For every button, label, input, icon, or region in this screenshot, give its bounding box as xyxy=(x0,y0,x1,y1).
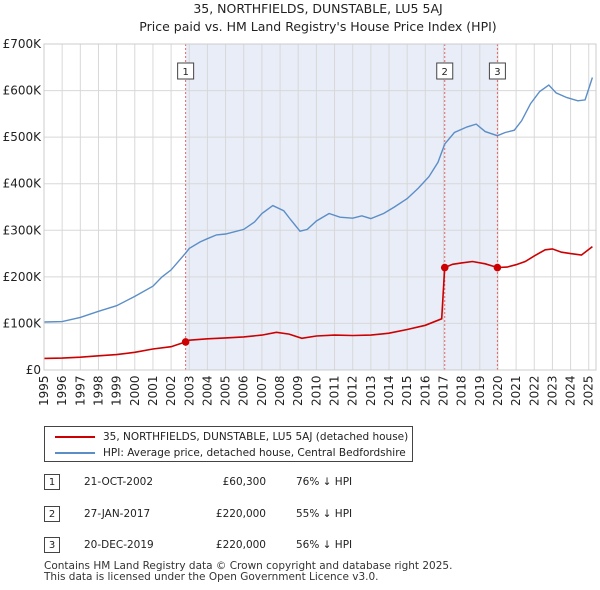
y-tick-label: £500K xyxy=(3,130,43,144)
x-tick-label: 2003 xyxy=(182,375,196,406)
sale-marker-label: 2 xyxy=(442,67,448,78)
chart-subtitle: Price paid vs. HM Land Registry's House … xyxy=(139,19,496,34)
legend-label-price: 35, NORTHFIELDS, DUNSTABLE, LU5 5AJ (det… xyxy=(103,431,409,443)
x-tick-label: 2022 xyxy=(527,375,541,406)
sale-marker-box xyxy=(177,62,195,80)
x-tick-label: 1997 xyxy=(73,375,87,406)
legend-line-hpi xyxy=(55,452,95,454)
x-tick-label: 1999 xyxy=(110,375,124,406)
y-tick-label: £400K xyxy=(3,177,43,191)
x-tick-label: 2001 xyxy=(146,375,160,406)
x-tick-label: 2005 xyxy=(219,375,233,406)
legend: 35, NORTHFIELDS, DUNSTABLE, LU5 5AJ (det… xyxy=(44,426,413,462)
x-tick-label: 1998 xyxy=(91,375,105,406)
x-tick-label: 2021 xyxy=(509,375,523,406)
x-tick-label: 2013 xyxy=(364,375,378,406)
sale-marker-label: 3 xyxy=(494,67,500,78)
x-tick-label: 2025 xyxy=(582,375,596,406)
x-tick-label: 2020 xyxy=(491,375,505,406)
legend-label-hpi: HPI: Average price, detached house, Cent… xyxy=(103,447,406,459)
legend-item-hpi: HPI: Average price, detached house, Cent… xyxy=(45,445,406,461)
legend-line-price xyxy=(55,436,95,438)
sale-date: 27-JAN-2017 xyxy=(84,508,151,520)
sale-point xyxy=(493,263,502,272)
sale-marker-box xyxy=(488,62,506,80)
x-tick-label: 2017 xyxy=(436,375,450,406)
y-tick-label: £300K xyxy=(3,223,43,237)
footer-copyright: Contains HM Land Registry data © Crown c… xyxy=(44,560,453,572)
sale-points xyxy=(181,263,502,346)
sale-hpi-diff: 76% ↓ HPI xyxy=(296,476,353,488)
x-tick-label: 2006 xyxy=(237,375,251,406)
y-tick-label: £600K xyxy=(3,84,43,98)
x-tick-label: 2002 xyxy=(164,375,178,406)
footer: Contains HM Land Registry data © Crown c… xyxy=(44,561,452,583)
sale-date: 20-DEC-2019 xyxy=(84,539,154,551)
x-tick-label: 2011 xyxy=(328,375,342,406)
chart-title: 35, NORTHFIELDS, DUNSTABLE, LU5 5AJ xyxy=(193,1,442,16)
sale-hpi-diff: 55% ↓ HPI xyxy=(296,508,353,520)
sale-hpi-diff: 56% ↓ HPI xyxy=(296,539,353,551)
price-series-line xyxy=(43,245,593,360)
x-tick-label: 2012 xyxy=(346,375,360,406)
x-tick-label: 2009 xyxy=(291,375,305,406)
sale-marker-box xyxy=(436,62,454,80)
x-tick-label: 1995 xyxy=(37,375,51,406)
plot-frame xyxy=(43,43,597,371)
y-tick-label: £200K xyxy=(3,270,43,284)
y-tick-label: £100K xyxy=(3,316,43,330)
price-chart: 35, NORTHFIELDS, DUNSTABLE, LU5 5AJ Pric… xyxy=(3,1,597,406)
x-tick-label: 2007 xyxy=(255,375,269,406)
x-tick-label: 2010 xyxy=(309,375,323,406)
sale-price: £220,000 xyxy=(215,539,266,551)
sale-number-box: 2 xyxy=(44,506,60,522)
legend-item-price: 35, NORTHFIELDS, DUNSTABLE, LU5 5AJ (det… xyxy=(45,429,408,445)
x-tick-label: 2024 xyxy=(564,375,578,406)
x-axis-ticks: 1995 1996 1997 1998 1999 2000 2001 2002 2003 2004… xyxy=(37,375,596,406)
sale-number-box: 3 xyxy=(44,537,60,553)
x-tick-label: 2014 xyxy=(382,375,396,406)
sale-number-box: 1 xyxy=(44,474,60,490)
sale-marker-label: 1 xyxy=(182,67,188,78)
x-tick-label: 2015 xyxy=(400,375,414,406)
sale-date: 21-OCT-2002 xyxy=(84,476,153,488)
sale-price: £60,300 xyxy=(222,476,266,488)
x-tick-label: 2019 xyxy=(473,375,487,406)
y-tick-label: £700K xyxy=(3,37,43,51)
x-tick-label: 2004 xyxy=(200,375,214,406)
x-tick-label: 2000 xyxy=(128,375,142,406)
sale-markers: 1 2 3 xyxy=(177,44,506,370)
hpi-series-line xyxy=(43,77,594,323)
footer-licence: This data is licensed under the Open Gov… xyxy=(44,571,379,583)
x-tick-label: 2023 xyxy=(545,375,559,406)
sale-price: £220,000 xyxy=(215,508,266,520)
x-tick-label: 1996 xyxy=(55,375,69,406)
y-tick-label: £0 xyxy=(26,363,41,377)
sale-point xyxy=(440,263,449,272)
y-axis-ticks: £0 £100K £200K £300K £400K £500K £600K £700K xyxy=(3,37,43,377)
sale-point xyxy=(181,338,190,346)
x-tick-label: 2008 xyxy=(273,375,287,406)
gridlines xyxy=(43,43,596,371)
sale-period-shading xyxy=(185,44,498,370)
x-tick-label: 2018 xyxy=(455,375,469,406)
x-tick-label: 2016 xyxy=(418,375,432,406)
